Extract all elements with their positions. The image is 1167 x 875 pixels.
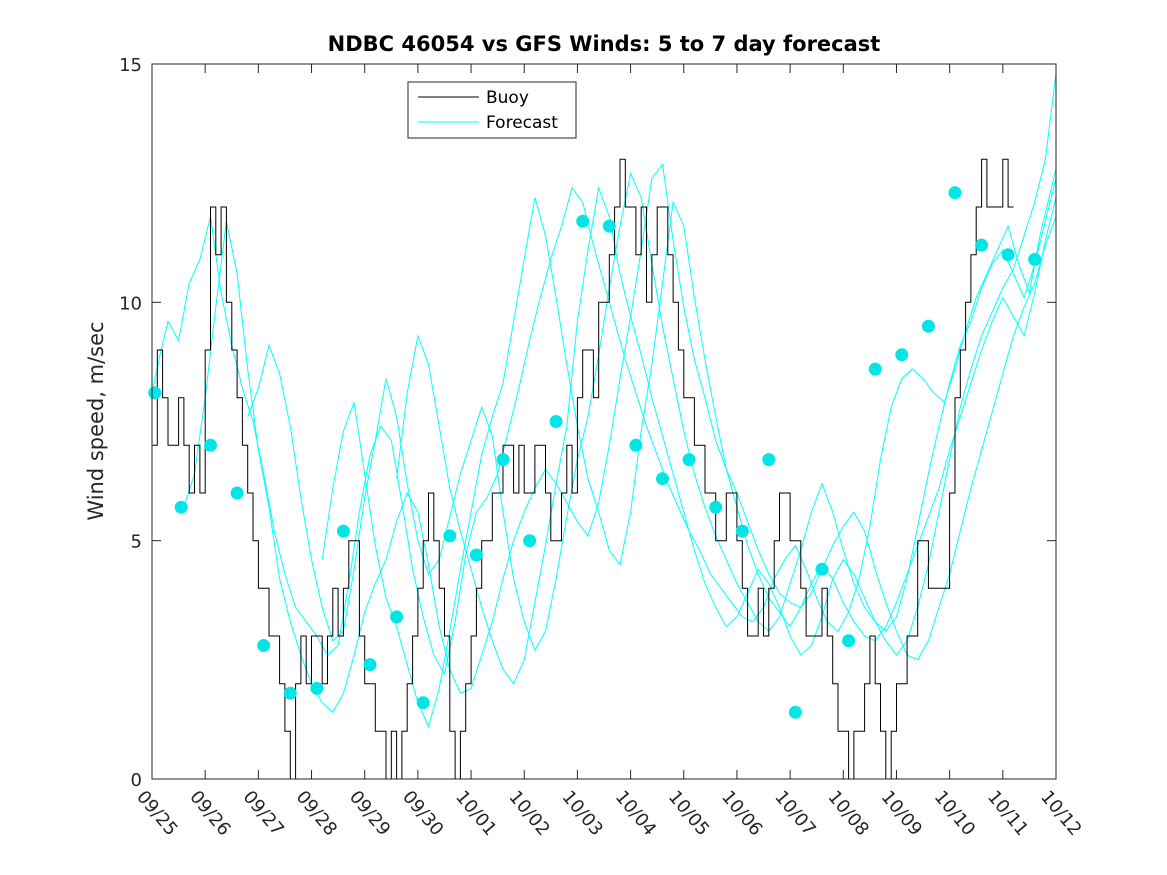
x-tick-label: 09/25 [132, 787, 181, 840]
daily-marker-17 [602, 219, 616, 233]
daily-markers [148, 186, 1042, 719]
forecast-line-1 [151, 168, 1057, 676]
daily-marker-3 [230, 486, 244, 500]
y-axis: 0 5 10 15 [119, 55, 1056, 791]
x-tick-label: 09/29 [345, 787, 394, 840]
daily-marker-22 [735, 524, 749, 538]
y-tick-label: 5 [131, 532, 142, 553]
daily-marker-11 [443, 529, 457, 543]
daily-marker-31 [975, 238, 989, 252]
legend: Buoy Forecast [407, 81, 577, 139]
daily-marker-29 [921, 319, 935, 333]
x-tick-label: 09/26 [185, 787, 234, 840]
x-tick-label: 09/27 [239, 787, 288, 840]
x-tick-label: 10/02 [504, 787, 553, 840]
daily-marker-2 [204, 438, 217, 452]
x-tick-label: 10/08 [823, 787, 872, 840]
daily-marker-8 [363, 658, 377, 672]
daily-marker-23 [762, 453, 776, 467]
daily-marker-33 [1028, 252, 1042, 266]
legend-label-buoy: Buoy [486, 88, 529, 108]
daily-marker-10 [416, 696, 430, 710]
x-tick-label: 10/12 [1036, 787, 1085, 840]
buoy-line [152, 158, 1014, 780]
daily-marker-27 [868, 362, 882, 376]
forecast-line-5 [396, 73, 1057, 685]
daily-marker-21 [709, 500, 723, 514]
daily-marker-24 [788, 705, 802, 719]
forecast-line-4 [321, 197, 1057, 729]
x-tick-label: 10/04 [611, 787, 660, 840]
forecast-line-3 [247, 171, 1057, 652]
daily-marker-12 [469, 548, 483, 562]
daily-marker-4 [257, 639, 271, 652]
daily-marker-28 [895, 348, 909, 362]
plot-frame [151, 63, 1057, 780]
daily-marker-6 [310, 681, 324, 695]
x-tick-label: 10/09 [877, 787, 926, 840]
chart-title: NDBC 46054 vs GFS Winds: 5 to 7 day fore… [328, 32, 881, 56]
x-tick-label: 10/01 [451, 787, 500, 840]
y-tick-label: 15 [119, 55, 142, 76]
daily-marker-0 [148, 386, 162, 400]
daily-marker-26 [842, 634, 856, 648]
daily-marker-25 [815, 562, 829, 576]
daily-marker-13 [496, 453, 510, 467]
legend-label-forecast: Forecast [486, 113, 558, 133]
daily-marker-18 [629, 438, 643, 452]
series-layer [151, 73, 1057, 780]
daily-marker-1 [174, 500, 188, 514]
x-tick-label: 10/06 [717, 787, 766, 840]
y-tick-label: 0 [131, 770, 142, 791]
daily-marker-32 [1001, 248, 1015, 262]
daily-marker-15 [549, 415, 563, 428]
x-tick-label: 10/10 [930, 787, 979, 840]
x-tick-label: 10/07 [770, 787, 819, 840]
x-axis: 09/25 09/26 09/27 09/28 09/29 09/30 10/01 10/02… [132, 64, 1086, 840]
legend-box [407, 81, 577, 139]
daily-marker-14 [523, 534, 537, 548]
daily-marker-5 [283, 686, 297, 700]
daily-marker-7 [336, 524, 350, 538]
x-tick-label: 10/03 [558, 787, 607, 840]
forecast-line-2 [183, 162, 1057, 714]
daily-marker-20 [682, 453, 696, 467]
y-axis-label: Wind speed, m/sec [84, 321, 108, 520]
daily-marker-9 [390, 610, 404, 624]
daily-marker-16 [576, 214, 590, 228]
daily-marker-19 [656, 472, 669, 486]
x-tick-label: 09/30 [398, 787, 447, 840]
y-tick-label: 10 [119, 293, 142, 314]
x-tick-label: 10/11 [983, 787, 1032, 840]
x-tick-label: 10/05 [664, 787, 713, 840]
x-tick-label: 09/28 [292, 787, 341, 840]
daily-marker-30 [948, 186, 962, 200]
